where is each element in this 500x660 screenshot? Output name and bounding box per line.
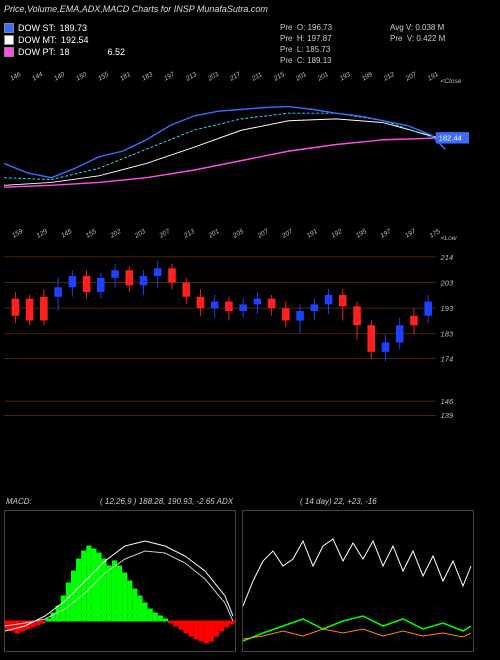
svg-text:207: 207 <box>256 228 270 240</box>
pre-c: 189.13 <box>307 56 331 65</box>
adx-chart <box>242 510 474 652</box>
svg-text:146: 146 <box>9 71 22 83</box>
svg-text:197: 197 <box>379 228 392 240</box>
dow-st-label: DOW ST: <box>18 22 56 34</box>
svg-text:203: 203 <box>133 228 147 240</box>
macd-params: ( 12,26,9 ) 188.28, 190.93, -2.65 ADX <box>100 497 233 506</box>
svg-text:203: 203 <box>206 71 220 83</box>
svg-text:217: 217 <box>228 71 242 83</box>
chart-container: Price,Volume,EMA,ADX,MACD Charts for INS… <box>0 0 500 660</box>
dow-pt-value: 18 <box>60 46 70 58</box>
svg-text:193: 193 <box>339 71 352 83</box>
svg-text:213: 213 <box>184 71 198 83</box>
svg-text:193: 193 <box>441 304 454 313</box>
pre-h: 197.87 <box>307 34 331 43</box>
price-ema-chart: 146 144 140 150 155 181 183 197 213 203 217 211 215 2… <box>4 70 469 200</box>
svg-text:195: 195 <box>355 228 368 240</box>
avg-v: 0.038 M <box>415 23 444 32</box>
pre-l: 185.73 <box>306 45 330 54</box>
svg-text:212: 212 <box>382 71 396 83</box>
svg-text:202: 202 <box>108 228 122 240</box>
macd-title: MACD: <box>6 497 32 506</box>
svg-text:192: 192 <box>330 228 343 240</box>
svg-text:207: 207 <box>404 71 418 83</box>
svg-text:215: 215 <box>272 71 286 83</box>
svg-text:199: 199 <box>361 71 374 83</box>
svg-text:129: 129 <box>36 228 49 240</box>
svg-text:<Low: <Low <box>441 235 458 242</box>
volume-info: Avg V: 0.038 M Pre V: 0.422 M <box>390 22 445 44</box>
svg-text:155: 155 <box>97 71 110 83</box>
svg-text:145: 145 <box>60 228 73 240</box>
header-indicators: DOW ST: 189.73 DOW MT: 192.54 DOW PT: 18… <box>4 22 125 58</box>
dow-extra: 6.52 <box>108 46 126 58</box>
svg-text:191: 191 <box>306 228 319 240</box>
svg-text:214: 214 <box>440 253 454 262</box>
page-title: Price,Volume,EMA,ADX,MACD Charts for INS… <box>4 4 268 14</box>
svg-text:146: 146 <box>441 397 454 406</box>
dow-st-value: 189.73 <box>60 22 88 34</box>
dow-pt-swatch <box>4 47 14 57</box>
adx-params: ( 14 day) 22, +23, -16 <box>300 497 377 506</box>
svg-text:159: 159 <box>11 228 24 240</box>
dow-st-swatch <box>4 23 14 33</box>
pre-v: 0.422 M <box>416 34 445 43</box>
pre-o: 196.73 <box>308 23 332 32</box>
svg-text:155: 155 <box>85 228 98 240</box>
macd-chart <box>4 510 236 652</box>
svg-text:182.44: 182.44 <box>439 134 462 143</box>
svg-text:174: 174 <box>441 354 454 363</box>
svg-text:144: 144 <box>31 71 44 83</box>
svg-text:203: 203 <box>440 278 454 287</box>
svg-text:207: 207 <box>157 228 171 240</box>
svg-text:205: 205 <box>231 228 245 240</box>
dow-pt-label: DOW PT: <box>18 46 56 58</box>
dow-mt-value: 192.54 <box>61 34 89 46</box>
svg-text:140: 140 <box>53 71 66 83</box>
svg-text:183: 183 <box>441 330 454 339</box>
svg-text:<Close: <Close <box>441 78 462 85</box>
svg-text:213: 213 <box>182 228 196 240</box>
svg-text:201: 201 <box>207 228 221 240</box>
pre-ohlc: Pre O: 196.73 Pre H: 197.87 Pre L: 185.7… <box>280 22 332 66</box>
svg-text:191: 191 <box>427 71 440 83</box>
dow-mt-swatch <box>4 35 14 45</box>
svg-text:207: 207 <box>280 228 294 240</box>
svg-text:197: 197 <box>404 228 417 240</box>
dow-mt-label: DOW MT: <box>18 34 57 46</box>
svg-text:139: 139 <box>441 411 454 420</box>
candlestick-chart: 214 203 193 183 174 146 139 159 129 145 155 202 203 2… <box>4 225 469 435</box>
svg-text:150: 150 <box>75 71 88 83</box>
svg-text:211: 211 <box>250 71 264 83</box>
svg-text:197: 197 <box>163 71 176 83</box>
svg-text:201: 201 <box>294 71 308 83</box>
svg-text:183: 183 <box>141 71 154 83</box>
svg-text:201: 201 <box>316 71 330 83</box>
svg-text:181: 181 <box>119 71 132 83</box>
